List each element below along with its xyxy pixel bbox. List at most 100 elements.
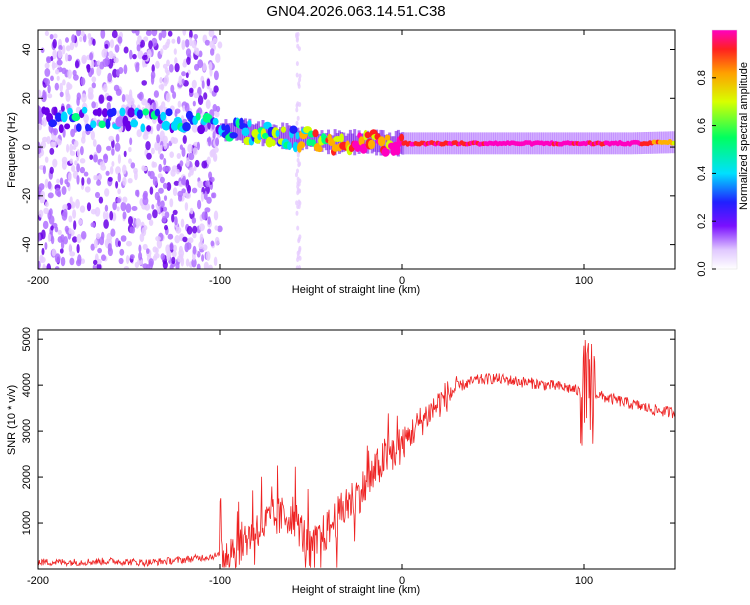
- heatmap-cell: [295, 32, 299, 38]
- heatmap-cell: [137, 35, 142, 43]
- heatmap-cell: [161, 120, 171, 131]
- heatmap-cell: [296, 115, 300, 121]
- heatmap-cell: [142, 58, 146, 68]
- heatmap-cell: [295, 72, 299, 78]
- heatmap-cell: [212, 131, 216, 139]
- heatmap-cell: [38, 260, 41, 269]
- heatmap-cell: [146, 248, 150, 255]
- heatmap-cell: [83, 114, 89, 123]
- heatmap-cell: [76, 163, 80, 173]
- heatmap-cell: [165, 92, 171, 103]
- spectrogram-y-label: Frequency (Hz): [6, 112, 18, 188]
- heatmap-cell: [167, 30, 173, 37]
- heatmap-cell: [60, 105, 65, 112]
- heatmap-cell: [103, 153, 109, 164]
- colorbar-label: Normalized spectral amplitude: [738, 62, 750, 210]
- heatmap-cell: [47, 233, 52, 242]
- heatmap-cell: [97, 247, 102, 254]
- heatmap-cell: [169, 151, 174, 158]
- heatmap-cell: [90, 208, 97, 215]
- heatmap-cell: [115, 181, 119, 189]
- heatmap-cell: [161, 211, 165, 218]
- heatmap-cell: [184, 39, 190, 48]
- heatmap-cell: [161, 30, 167, 39]
- heatmap-cell: [174, 111, 178, 117]
- heatmap-cell: [69, 257, 75, 266]
- heatmap-cell: [89, 52, 94, 61]
- heatmap-cell: [164, 224, 168, 231]
- heatmap-cell: [174, 216, 178, 226]
- x-tick-label: 100: [575, 275, 593, 287]
- heatmap-cell: [69, 42, 75, 51]
- heatmap-cell: [114, 44, 120, 53]
- heatmap-cell: [192, 225, 198, 234]
- heatmap-cell: [394, 145, 401, 156]
- heatmap-cell: [399, 133, 405, 142]
- heatmap-cell: [104, 56, 110, 67]
- heatmap-cell: [100, 30, 106, 39]
- heatmap-cell: [42, 136, 48, 143]
- heatmap-cell: [71, 201, 76, 209]
- heatmap-cell: [44, 30, 50, 36]
- heatmap-cell: [166, 250, 172, 258]
- heatmap-cell: [122, 176, 127, 186]
- heatmap-cell: [377, 136, 386, 147]
- heatmap-cell: [207, 216, 211, 225]
- heatmap-cell: [198, 50, 203, 58]
- heatmap-cell: [381, 147, 390, 157]
- heatmap-cell: [213, 70, 219, 81]
- heatmap-cell: [185, 72, 189, 79]
- heatmap-cell: [146, 125, 152, 132]
- heatmap-cell: [142, 133, 149, 140]
- heatmap-cell: [195, 112, 201, 121]
- heatmap-cell: [297, 46, 301, 52]
- heatmap-cell: [184, 242, 189, 253]
- heatmap-cell: [115, 116, 124, 127]
- y-tick-label: -40: [21, 237, 33, 253]
- heatmap-cell: [193, 33, 198, 40]
- heatmap-cell: [87, 33, 92, 40]
- heatmap-cell: [180, 256, 185, 267]
- heatmap-cell: [215, 105, 221, 113]
- heatmap-cell: [93, 239, 98, 249]
- heatmap-cell: [50, 225, 54, 231]
- heatmap-cell: [53, 33, 58, 39]
- heatmap-cell: [86, 177, 91, 185]
- chart-title: GN04.2026.063.14.51.C38: [266, 3, 445, 20]
- heatmap-cell: [279, 127, 282, 144]
- heatmap-cell: [241, 127, 250, 137]
- heatmap-cell: [99, 161, 106, 167]
- heatmap-cell: [42, 220, 49, 230]
- heatmap-cell: [101, 231, 105, 240]
- heatmap-cell: [130, 119, 139, 128]
- heatmap-cell: [178, 249, 185, 257]
- heatmap-cell: [76, 30, 82, 37]
- heatmap-cell: [316, 134, 320, 147]
- heatmap-cell: [49, 34, 54, 40]
- heatmap-cell: [359, 143, 368, 154]
- heatmap-cell: [180, 177, 186, 185]
- heatmap-cell: [55, 68, 60, 75]
- heatmap-cell: [184, 202, 189, 211]
- heatmap-cell: [171, 250, 177, 258]
- heatmap-cell: [64, 52, 69, 62]
- heatmap-cell: [128, 158, 133, 164]
- heatmap-cell: [123, 64, 128, 75]
- heatmap-cell: [53, 128, 58, 136]
- heatmap-cell: [142, 108, 150, 116]
- heatmap-cell: [46, 136, 51, 145]
- heatmap-cell: [117, 240, 121, 247]
- heatmap-cell: [67, 69, 72, 79]
- heatmap-cell: [181, 188, 186, 194]
- heatmap-cell: [130, 162, 136, 169]
- heatmap-cell: [221, 123, 226, 131]
- colorbar-tick-label: 0.6: [696, 118, 708, 133]
- heatmap-cell: [337, 130, 341, 154]
- heatmap-cell: [170, 84, 175, 94]
- heatmap-cell: [47, 93, 53, 99]
- heatmap-cell: [62, 204, 68, 211]
- heatmap-cell: [160, 253, 166, 261]
- heatmap-cell: [161, 215, 167, 223]
- heatmap-cell: [165, 108, 173, 117]
- colorbar-gradient: [711, 29, 738, 270]
